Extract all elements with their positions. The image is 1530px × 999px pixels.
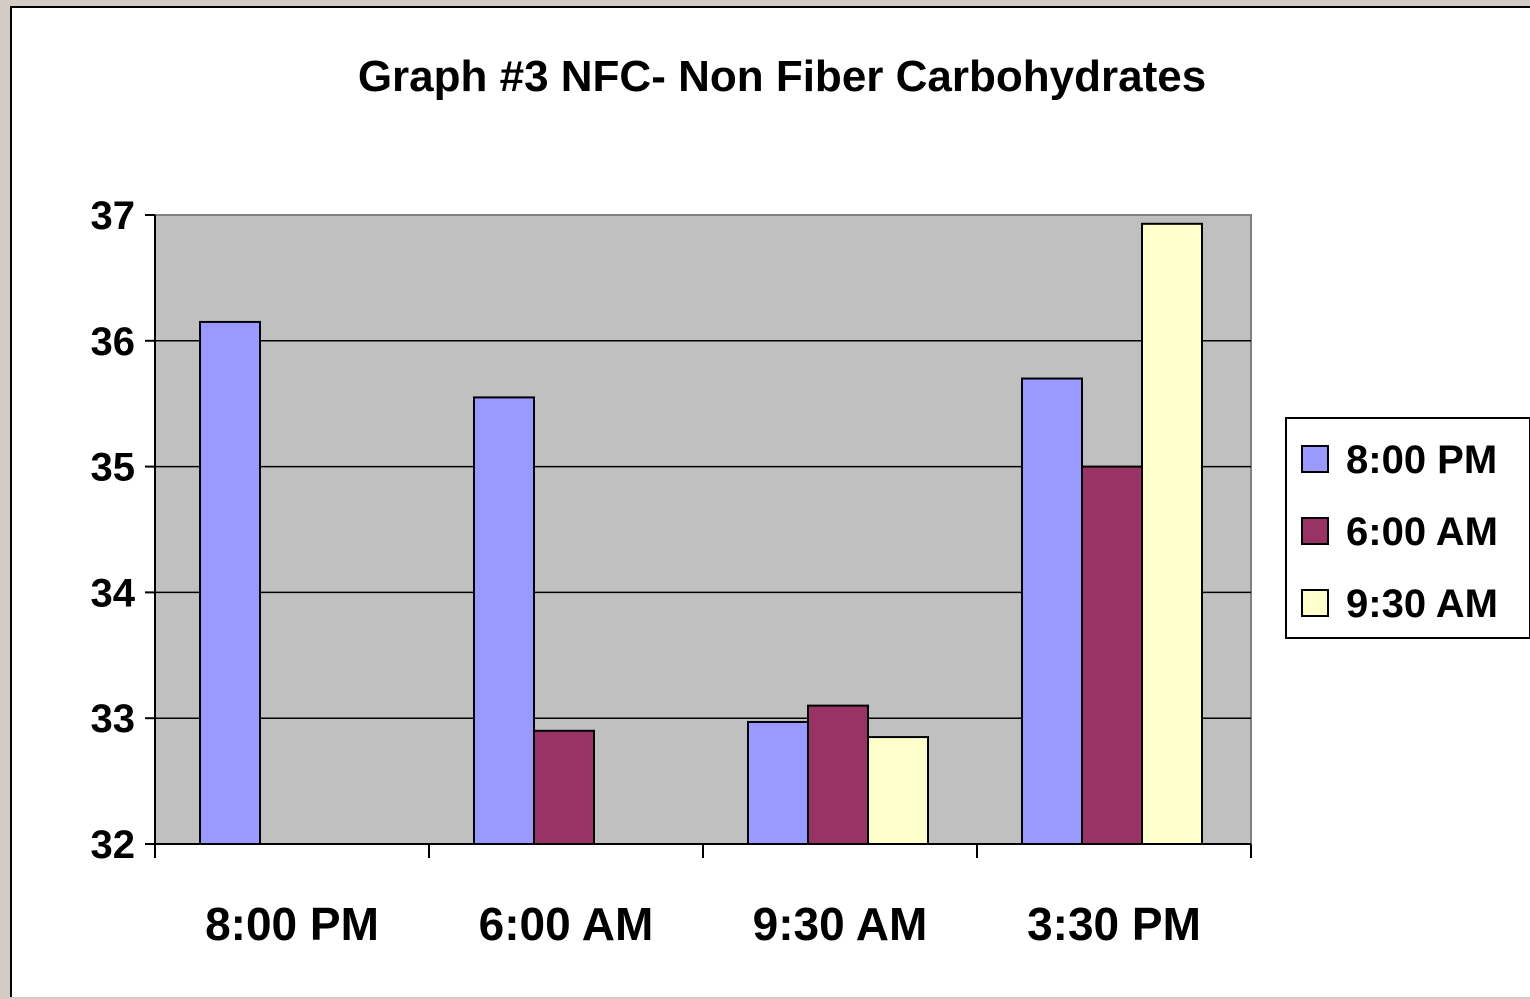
bar-chart: Graph #3 NFC- Non Fiber Carbohydrates 32… bbox=[91, 52, 1530, 950]
bar-930am-series-1 bbox=[807, 704, 869, 845]
bar-330pm-series-2 bbox=[1141, 222, 1203, 845]
y-axis-ticks: 32 33 34 35 36 37 bbox=[91, 194, 155, 867]
legend-swatch bbox=[1301, 445, 1329, 473]
legend-label: 6:00 AM bbox=[1346, 510, 1498, 554]
x-axis-ticks: 8:00 PM 6:00 AM 9:30 AM 3:30 PM bbox=[154, 844, 1252, 950]
bar-800pm-series-0 bbox=[199, 320, 261, 845]
x-tick-label: 3:30 PM bbox=[1027, 898, 1201, 950]
legend-swatch bbox=[1301, 517, 1329, 545]
legend-label: 9:30 AM bbox=[1346, 582, 1498, 626]
bar-600am-series-0 bbox=[473, 396, 535, 845]
legend: 8:00 PM 6:00 AM 9:30 AM bbox=[1285, 417, 1530, 639]
bar-330pm-series-1 bbox=[1081, 465, 1143, 845]
y-tick-label: 34 bbox=[91, 571, 136, 615]
chart-title: Graph #3 NFC- Non Fiber Carbohydrates bbox=[358, 52, 1206, 101]
y-tick-label: 32 bbox=[91, 823, 136, 867]
y-tick-label: 33 bbox=[91, 697, 136, 741]
bar-930am-series-0 bbox=[747, 720, 809, 845]
x-tick-label: 8:00 PM bbox=[205, 898, 379, 950]
bar-330pm-series-0 bbox=[1021, 377, 1083, 845]
bar-600am-series-1 bbox=[533, 729, 595, 846]
y-tick-label: 37 bbox=[91, 194, 136, 238]
y-tick-label: 35 bbox=[91, 446, 136, 490]
bar-930am-series-2 bbox=[867, 736, 929, 846]
x-tick-label: 6:00 AM bbox=[479, 898, 654, 950]
legend-swatch bbox=[1301, 589, 1329, 617]
y-tick-label: 36 bbox=[91, 320, 136, 364]
chart-frame: Graph #3 NFC- Non Fiber Carbohydrates 32… bbox=[10, 6, 1530, 997]
x-tick-label: 9:30 AM bbox=[753, 898, 928, 950]
legend-label: 8:00 PM bbox=[1346, 438, 1497, 482]
